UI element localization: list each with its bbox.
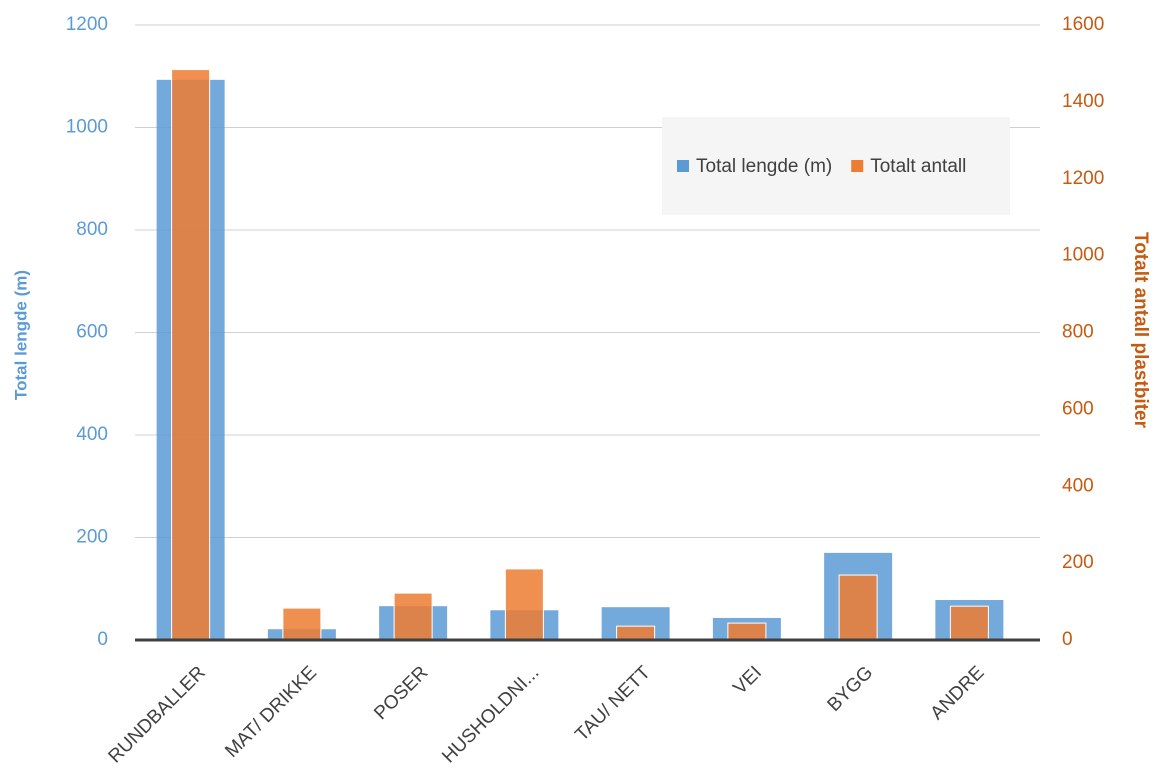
bar (949, 605, 989, 641)
x-tick-label: HUSHOLDNI... (438, 662, 543, 767)
legend: Total lengde (m) Totalt antall (662, 117, 1010, 215)
y-tick-label: 800 (76, 219, 108, 240)
bar (727, 622, 767, 641)
y2-tick-label: 1200 (1062, 168, 1104, 189)
y2-tick-label: 1400 (1062, 91, 1104, 112)
bar (616, 625, 656, 641)
bar (504, 568, 544, 641)
x-tick-label: TAU/ NETT (571, 662, 655, 746)
x-tick-label: RUNDBALLER (105, 662, 210, 767)
bar (282, 607, 322, 641)
bar (171, 69, 211, 641)
bar (838, 574, 878, 641)
y-tick-label: 600 (76, 322, 108, 343)
y-tick-label: 400 (76, 424, 108, 445)
legend-label: Total lengde (m) (696, 156, 832, 177)
x-tick-label: VEI (729, 662, 766, 699)
x-tick-label: BYGG (824, 662, 878, 716)
bar (393, 592, 433, 641)
y2-tick-label: 600 (1062, 398, 1094, 419)
x-tick-label: POSER (370, 662, 432, 724)
legend-box (662, 117, 1010, 215)
legend-swatch (677, 160, 689, 172)
legend-label: Totalt antall (870, 156, 966, 177)
x-tick-label: ANDRE (927, 662, 989, 724)
y2-axis-title: Totalt antall plastbiter (1130, 232, 1151, 429)
y-tick-label: 200 (76, 527, 108, 548)
y-tick-label: 1000 (66, 117, 108, 138)
y2-tick-label: 1600 (1062, 14, 1104, 35)
y2-tick-label: 400 (1062, 475, 1094, 496)
y-tick-label: 1200 (66, 14, 108, 35)
y-tick-label: 0 (97, 629, 108, 650)
x-tick-label: MAT/ DRIKKE (221, 662, 321, 762)
legend-swatch (851, 160, 864, 172)
y2-tick-label: 200 (1062, 552, 1094, 573)
y-axis-title: Total lengde (m) (11, 270, 30, 400)
y2-tick-label: 0 (1062, 629, 1073, 650)
y2-tick-label: 800 (1062, 322, 1094, 343)
y2-tick-label: 1000 (1062, 245, 1104, 266)
